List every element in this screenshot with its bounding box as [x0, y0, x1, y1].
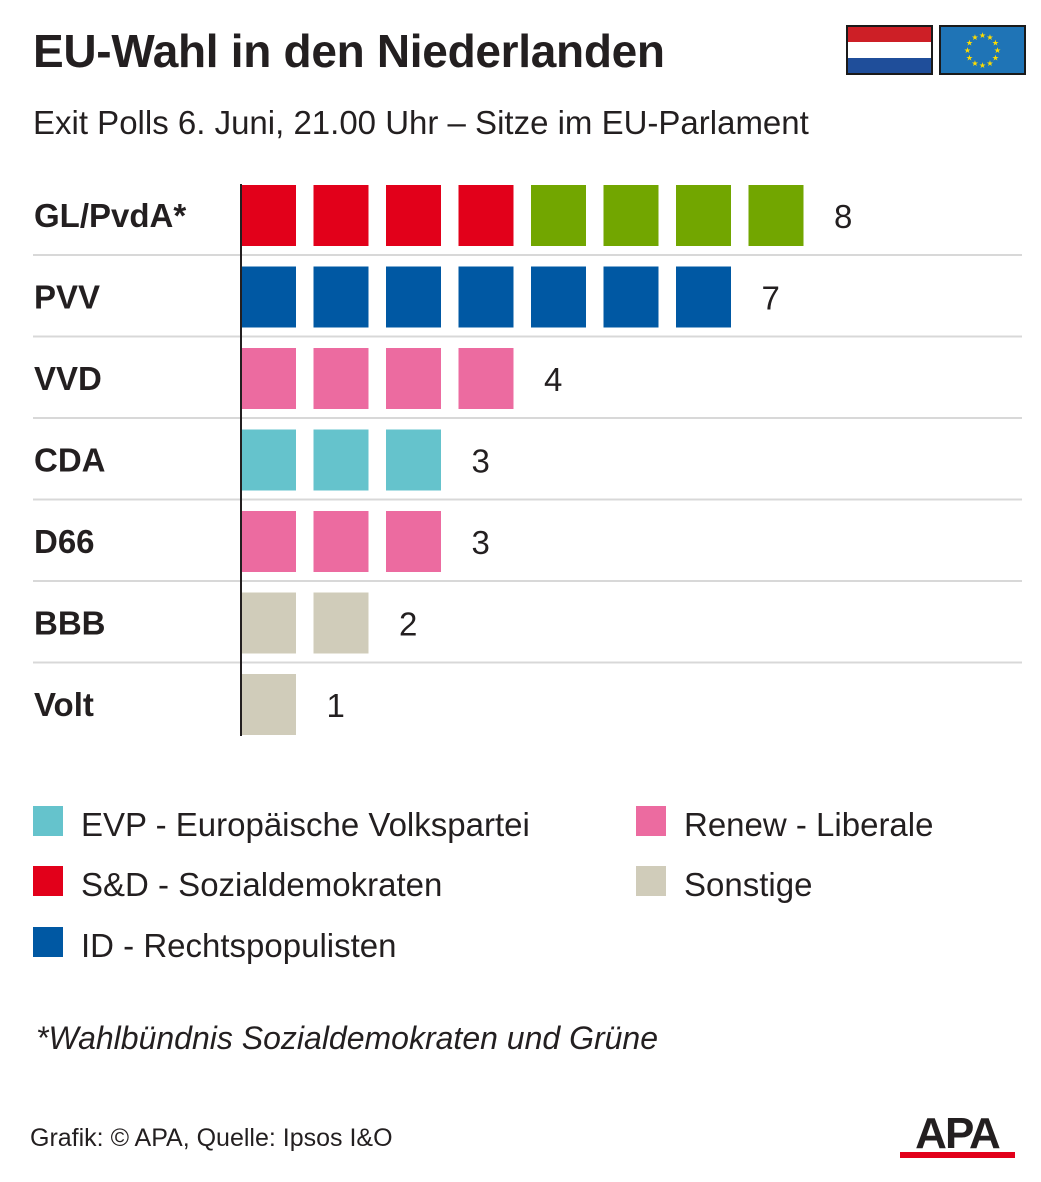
- legend-label: Sonstige: [684, 866, 813, 903]
- category-label: GL/PvdA*: [34, 197, 186, 234]
- value-label: 3: [472, 524, 490, 561]
- legend-swatch: [636, 806, 666, 836]
- seat-square: [313, 348, 369, 409]
- legend-swatch: [33, 866, 63, 896]
- seat-square: [458, 348, 514, 409]
- seat-square: [313, 511, 369, 572]
- category-label: BBB: [34, 605, 106, 642]
- seat-square: [458, 185, 514, 246]
- page-title: EU-Wahl in den Niederlanden: [33, 25, 665, 77]
- seat-square: [458, 266, 514, 328]
- seat-square: [313, 429, 369, 491]
- seat-square: [386, 348, 441, 409]
- seat-chart: GL/PvdA* 8 PVV 7 VVD 4 CDA 3 D66 3 BBB 2 Volt 1: [33, 184, 1022, 736]
- seat-square: [241, 511, 296, 572]
- source-credit: Grafik: © APA, Quelle: Ipsos I&O: [30, 1124, 393, 1152]
- legend-label: S&D - Sozialdemokraten: [81, 866, 443, 903]
- legend-item-renew: Renew - Liberale: [636, 806, 933, 844]
- value-label: 3: [472, 443, 490, 480]
- seat-square: [313, 185, 369, 246]
- seat-square: [241, 185, 296, 246]
- eu-star-icon: ★: [966, 54, 973, 63]
- seat-square: [676, 185, 731, 246]
- eu-star-icon: ★: [994, 46, 1001, 55]
- eu-star-icon: ★: [979, 61, 986, 70]
- eu-flag-icon: ★ ★ ★ ★ ★ ★ ★ ★ ★ ★ ★ ★: [939, 25, 1026, 75]
- category-label: D66: [34, 523, 95, 560]
- seat-square: [241, 266, 296, 328]
- seat-square: [531, 185, 586, 246]
- seat-square: [386, 266, 441, 328]
- value-label: 4: [544, 361, 562, 398]
- value-label: 8: [834, 198, 852, 235]
- value-label: 1: [327, 687, 345, 724]
- eu-star-icon: ★: [992, 39, 999, 48]
- legend-item-evp: EVP - Europäische Volkspartei: [33, 806, 530, 844]
- category-label: PVV: [34, 279, 100, 316]
- footnote: *Wahlbündnis Sozialdemokraten und Grüne: [36, 1020, 659, 1056]
- seat-square: [241, 429, 296, 491]
- eu-star-icon: ★: [986, 59, 993, 68]
- value-label: 2: [399, 606, 417, 643]
- value-label: 7: [762, 280, 780, 317]
- legend-item-id: ID - Rechtspopulisten: [33, 927, 396, 965]
- seat-square: [603, 266, 659, 328]
- seat-square: [531, 266, 586, 328]
- apa-logo-text: APA: [915, 1110, 1000, 1158]
- flag-stripe-blue: [848, 57, 931, 73]
- legend-item-sonstige: Sonstige: [636, 866, 812, 904]
- seat-square: [241, 592, 296, 654]
- category-label: Volt: [34, 686, 94, 723]
- legend-label: ID - Rechtspopulisten: [81, 927, 397, 964]
- eu-star-icon: ★: [966, 39, 973, 48]
- eu-star-icon: ★: [979, 31, 986, 40]
- seat-square: [386, 511, 441, 572]
- eu-star-icon: ★: [971, 59, 978, 68]
- seat-square: [241, 674, 296, 735]
- category-label: CDA: [34, 442, 106, 479]
- eu-star-icon: ★: [971, 33, 978, 42]
- legend-label: Renew - Liberale: [684, 806, 934, 843]
- netherlands-flag-icon: [846, 25, 933, 75]
- eu-star-icon: ★: [992, 54, 999, 63]
- eu-stars-icon: ★ ★★★★★★★★★★★: [964, 31, 1001, 70]
- category-label: VVD: [34, 360, 102, 397]
- legend-swatch: [33, 806, 63, 836]
- seat-square: [241, 348, 296, 409]
- page-subtitle: Exit Polls 6. Juni, 21.00 Uhr – Sitze im…: [33, 104, 809, 141]
- legend-label: EVP - Europäische Volkspartei: [81, 806, 530, 843]
- seat-square: [603, 185, 659, 246]
- seat-square: [386, 429, 441, 491]
- flag-stripe-red: [848, 27, 931, 43]
- legend-item-sd: S&D - Sozialdemokraten: [33, 866, 442, 904]
- eu-star-icon: ★: [964, 46, 971, 55]
- seat-square: [386, 185, 441, 246]
- eu-star-icon: ★: [986, 33, 993, 42]
- legend-swatch: [636, 866, 666, 896]
- apa-logo: APA: [900, 1110, 1015, 1158]
- seat-square: [676, 266, 731, 328]
- seat-square: [748, 185, 804, 246]
- seat-square: [313, 266, 369, 328]
- flag-stripe-white: [848, 42, 931, 58]
- legend-swatch: [33, 927, 63, 957]
- apa-logo-bar: [900, 1152, 1015, 1158]
- seat-square: [313, 592, 369, 654]
